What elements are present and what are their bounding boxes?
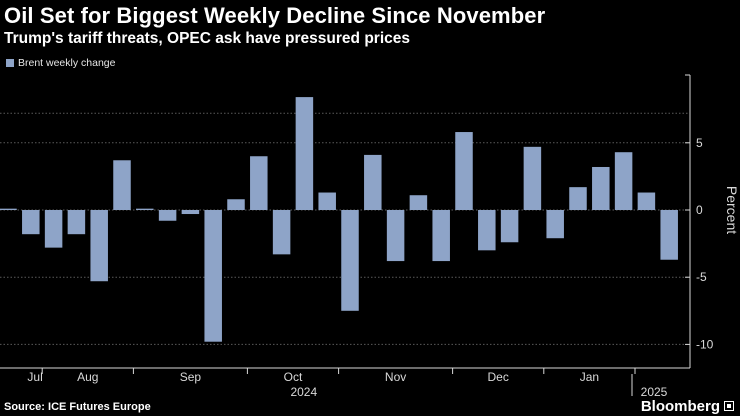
x-tick-label: Sep [180,370,202,384]
x-tick-label: Dec [488,370,509,384]
legend: Brent weekly change [6,57,115,69]
year-label: 2024 [290,385,317,399]
bar [569,187,587,210]
bar [181,210,200,215]
y-tick-label: 0 [696,203,703,217]
bars [0,97,678,342]
bar [455,132,473,210]
bar [386,210,405,262]
bar [67,210,86,235]
bar [44,210,63,248]
y-tick-label: -10 [696,337,714,351]
bar [295,97,314,210]
bar [250,156,268,210]
bar [546,210,564,239]
bar [0,208,17,210]
x-tick-label: Nov [385,370,406,384]
bar [318,192,336,210]
source-note: Source: ICE Futures Europe [4,401,151,413]
bar [158,210,177,221]
axes: 5 0 -5 -10 Jul Aug Sep Oct Nov Dec Jan 2024 2025 [0,74,714,399]
legend-swatch [6,59,14,67]
bar [22,210,40,235]
bar [90,210,108,282]
bloomberg-icon [724,401,734,411]
chart-title: Oil Set for Biggest Weekly Decline Since… [4,3,546,28]
bar [432,210,450,262]
bar-chart: 5 0 -5 -10 Jul Aug Sep Oct Nov Dec Jan 2024 2025 Per… [0,74,740,399]
bloomberg-logo: Bloomberg [640,398,720,415]
bar [364,154,382,210]
bar [614,152,633,210]
legend-label: Brent weekly change [18,57,116,69]
x-tick-label: Jul [27,370,42,384]
bar [592,166,610,210]
bar [478,210,496,251]
bar [136,208,154,210]
y-axis-label: Percent [724,186,740,234]
year-label: 2025 [641,385,668,399]
chart-subtitle: Trump's tariff threats, OPEC ask have pr… [4,30,410,47]
y-tick-label: -5 [696,270,707,284]
x-tick-label: Oct [284,370,303,384]
bar [227,199,245,210]
bar [272,210,291,255]
bar [660,210,678,260]
bar [341,210,359,311]
bar [500,210,519,243]
bar [637,192,656,210]
bar [409,195,428,210]
bar [113,160,131,210]
x-tick-label: Jan [580,370,599,384]
y-tick-label: 5 [696,136,703,150]
bar [204,210,222,342]
bar [523,146,542,210]
x-tick-label: Aug [77,370,98,384]
